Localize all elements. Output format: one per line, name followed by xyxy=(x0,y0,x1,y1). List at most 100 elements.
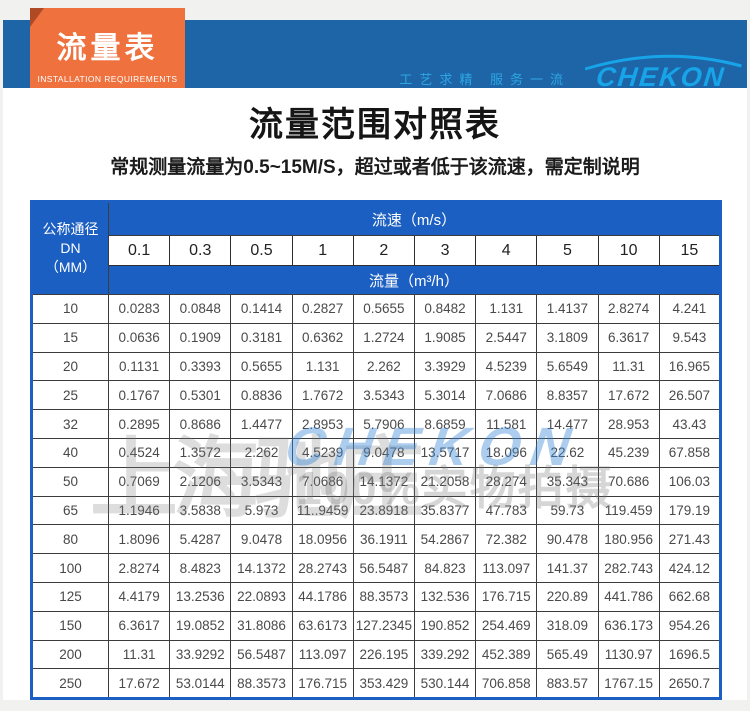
flow-value-cell: 35.8377 xyxy=(413,495,477,526)
dn-cell: 50 xyxy=(31,466,109,497)
flow-value-cell: 0.5655 xyxy=(230,351,293,382)
flow-value-cell: 11.31 xyxy=(107,639,171,670)
table-row: 250 17.672 53.0144 88.3573 176.715 353.429 530… xyxy=(31,668,722,700)
flow-value-cell: 17.672 xyxy=(107,668,171,700)
flow-value-cell: 226.195 xyxy=(352,639,415,670)
flow-value-cell: 1130.97 xyxy=(597,639,660,670)
flow-value-cell: 176.715 xyxy=(475,581,538,612)
flow-value-cell: 2.1206 xyxy=(169,466,232,497)
flow-value-cell: 1.8096 xyxy=(107,524,171,555)
flow-value-cell: 63.6173 xyxy=(291,610,354,641)
flow-value-cell: 220.89 xyxy=(536,581,599,612)
flow-value-cell: 0.3181 xyxy=(230,322,293,353)
table-row: 100 2.8274 8.4823 14.1372 28.2743 56.5487 84.8… xyxy=(31,553,722,583)
flow-value-cell: 9.0478 xyxy=(352,437,415,468)
table-row: 65 1.1946 3.5838 5.973 11..9459 23.8918 35.837… xyxy=(31,495,722,526)
flow-value-cell: 13.5717 xyxy=(413,437,477,468)
flow-value-cell: 271.43 xyxy=(658,524,722,555)
flow-value-cell: 17.672 xyxy=(597,380,660,411)
flow-value-cell: 179.19 xyxy=(658,495,722,526)
flow-value-cell: 54.2867 xyxy=(413,524,477,555)
flow-value-cell: 8.6859 xyxy=(413,409,477,439)
flow-value-cell: 127.2345 xyxy=(352,610,415,641)
dn-cell: 250 xyxy=(31,668,109,700)
flow-value-cell: 44.1786 xyxy=(291,581,354,612)
flow-value-cell: 14.477 xyxy=(536,409,599,439)
flow-value-cell: 452.389 xyxy=(475,639,538,670)
flow-value-cell: 53.0144 xyxy=(169,668,232,700)
ribbon-subtitle: INSTALLATION REQUIREMENTS xyxy=(37,74,178,84)
flow-value-cell: 1696.5 xyxy=(658,639,722,670)
flow-value-cell: 0.8836 xyxy=(230,380,293,411)
flow-value-cell: 0.0848 xyxy=(169,294,232,324)
table-row: 150 6.3617 19.0852 31.8086 63.6173 127.2345 19… xyxy=(31,610,722,641)
flow-value-cell: 180.956 xyxy=(597,524,660,555)
title-ribbon: 流量表 INSTALLATION REQUIREMENTS xyxy=(30,8,185,88)
flow-value-cell: 9.543 xyxy=(658,322,722,353)
flow-value-cell: 19.0852 xyxy=(169,610,232,641)
flow-value-cell: 0.5301 xyxy=(169,380,232,411)
flow-value-cell: 0.0283 xyxy=(107,294,171,324)
flow-value-cell: 190.852 xyxy=(413,610,477,641)
flow-value-cell: 18.096 xyxy=(475,437,538,468)
flow-value-cell: 28.2743 xyxy=(291,553,354,583)
flow-value-cell: 22.0893 xyxy=(230,581,293,612)
flow-value-cell: 35.343 xyxy=(536,466,599,497)
table-row: 10 0.0283 0.0848 0.1414 0.2827 0.5655 0.8482 1.… xyxy=(31,294,722,324)
flow-value-cell: 1.7672 xyxy=(291,380,354,411)
flow-value-cell: 6.3617 xyxy=(107,610,171,641)
flow-value-cell: 565.49 xyxy=(536,639,599,670)
speed-value-cell: 5 xyxy=(536,235,599,266)
dn-cell: 15 xyxy=(31,322,109,353)
flow-value-cell: 0.0636 xyxy=(107,322,171,353)
flow-value-cell: 0.8482 xyxy=(413,294,477,324)
flow-value-cell: 23.8918 xyxy=(352,495,415,526)
flow-value-cell: 36.1911 xyxy=(352,524,415,555)
flow-value-cell: 141.37 xyxy=(536,553,599,583)
dn-cell: 200 xyxy=(31,639,109,670)
flow-value-cell: 2650.7 xyxy=(658,668,722,700)
company-slogan: 工艺求精 服务一流 xyxy=(399,72,570,87)
flow-value-cell: 0.6362 xyxy=(291,322,354,353)
flow-value-cell: 21.2058 xyxy=(413,466,477,497)
flow-value-cell: 11.31 xyxy=(597,351,660,382)
corner-header-dn: 公称通径DN （MM） xyxy=(31,201,109,295)
flow-value-cell: 1.1946 xyxy=(107,495,171,526)
speed-value-cell: 0.3 xyxy=(169,235,232,266)
flow-value-cell: 5.6549 xyxy=(536,351,599,382)
flow-value-cell: 4.5239 xyxy=(475,351,538,382)
flow-value-cell: 84.823 xyxy=(413,553,477,583)
flow-value-cell: 3.5343 xyxy=(230,466,293,497)
speed-value-cell: 1 xyxy=(291,235,354,266)
flow-value-cell: 59.73 xyxy=(536,495,599,526)
flow-value-cell: 22.62 xyxy=(536,437,599,468)
speed-value-cell: 10 xyxy=(597,235,660,266)
brand-logo: CHEKON xyxy=(584,54,742,95)
flow-value-cell: 662.68 xyxy=(658,581,722,612)
flow-header: 流量（m³/h） xyxy=(108,265,721,295)
flow-value-cell: 28.953 xyxy=(597,409,660,439)
flow-value-cell: 706.858 xyxy=(475,668,538,700)
flow-value-cell: 0.1414 xyxy=(230,294,293,324)
table-row: 50 0.7069 2.1206 3.5343 7.0686 14.1372 21.2058… xyxy=(31,466,722,497)
dn-cell: 65 xyxy=(31,495,109,526)
speed-value-cell: 0.1 xyxy=(107,235,171,266)
flow-value-cell: 13.2536 xyxy=(169,581,232,612)
table-row: 20 0.1131 0.3393 0.5655 1.131 2.262 3.3929 4.52… xyxy=(31,351,722,382)
dn-cell: 100 xyxy=(31,553,109,583)
flow-value-cell: 0.7069 xyxy=(107,466,171,497)
flow-value-cell: 3.5343 xyxy=(352,380,415,411)
flow-value-cell: 636.173 xyxy=(597,610,660,641)
flow-value-cell: 1.4477 xyxy=(230,409,293,439)
table-row: 125 4.4179 13.2536 22.0893 44.1786 88.3573 132… xyxy=(31,581,722,612)
flow-value-cell: 6.3617 xyxy=(597,322,660,353)
flow-value-cell: 282.743 xyxy=(597,553,660,583)
flow-value-cell: 2.262 xyxy=(230,437,293,468)
flow-value-cell: 0.3393 xyxy=(169,351,232,382)
flow-value-cell: 33.9292 xyxy=(169,639,232,670)
flow-value-cell: 14.1372 xyxy=(352,466,415,497)
flow-value-cell: 1.4137 xyxy=(536,294,599,324)
ribbon-title: 流量表 xyxy=(56,32,159,65)
flow-value-cell: 8.4823 xyxy=(169,553,232,583)
flow-value-cell: 4.4179 xyxy=(107,581,171,612)
